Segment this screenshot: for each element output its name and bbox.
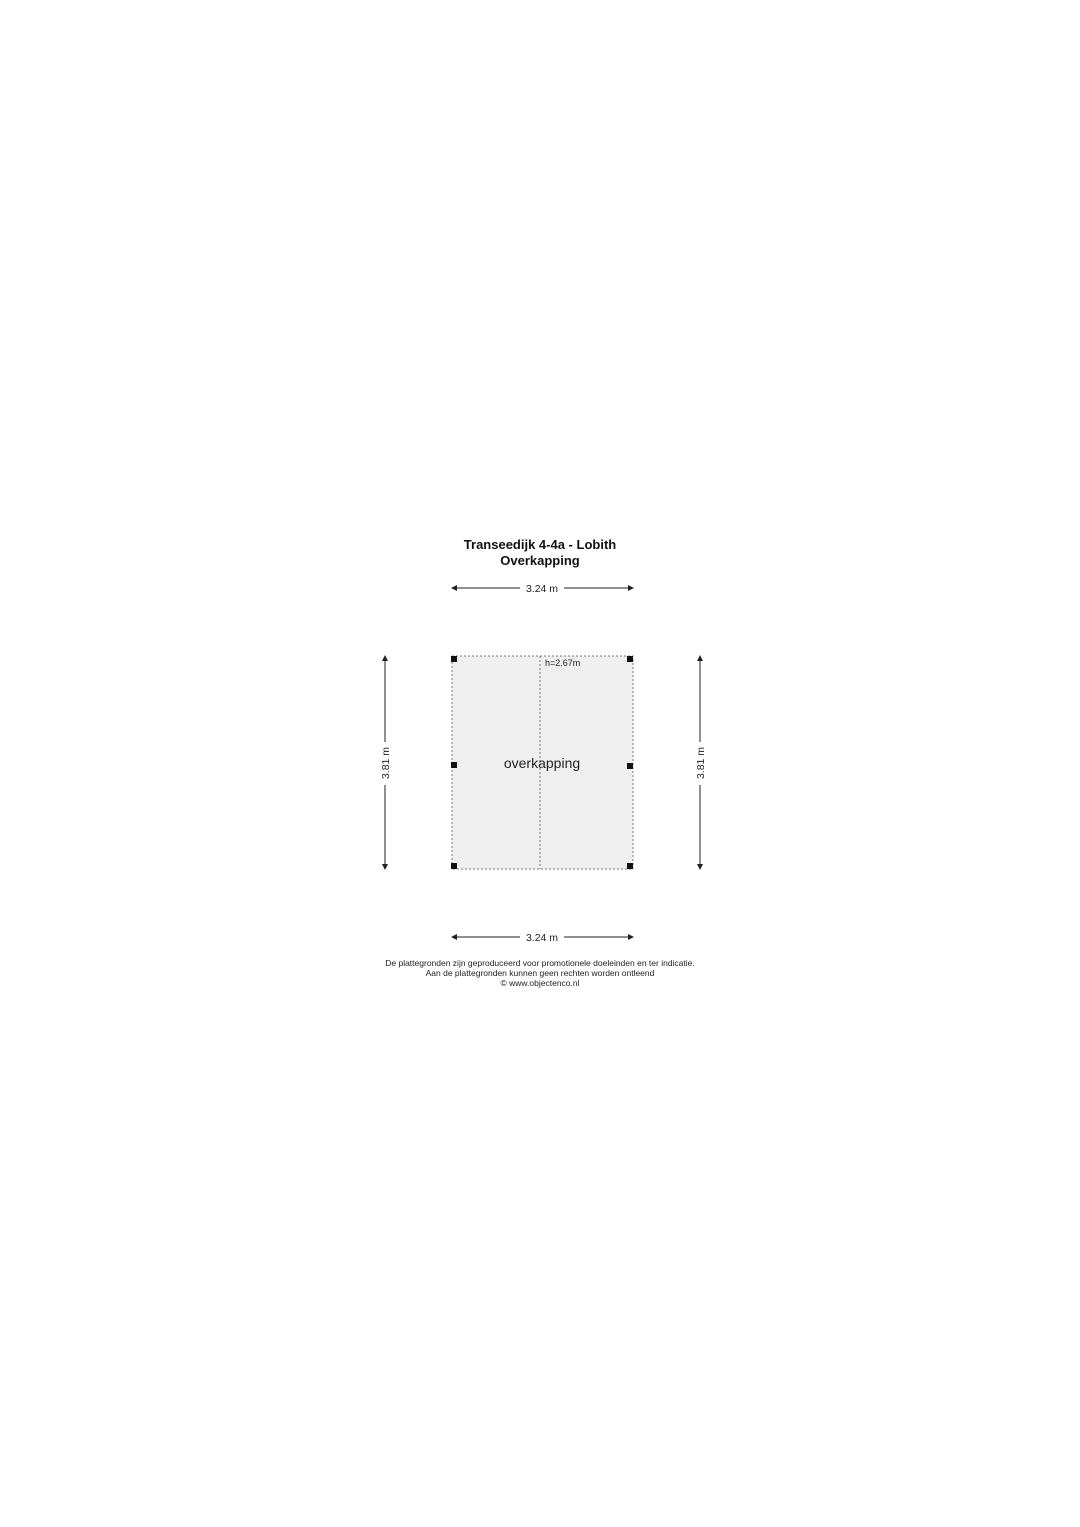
post xyxy=(627,863,633,869)
post xyxy=(451,762,457,768)
post xyxy=(627,763,633,769)
dimension-top: 3.24 m xyxy=(451,583,634,595)
dimension-bottom: 3.24 m xyxy=(451,932,634,944)
plan-title: Transeedijk 4-4a - Lobith xyxy=(463,537,617,552)
dimension-top-label: 3.24 m xyxy=(526,583,558,595)
post xyxy=(451,863,457,869)
post xyxy=(451,656,457,662)
dimension-right-label: 3.81 m xyxy=(695,747,707,779)
room-label: overkapping xyxy=(504,755,580,771)
floor-name: Overkapping xyxy=(500,553,580,568)
dimension-bottom-label: 3.24 m xyxy=(526,932,558,944)
disclaimer-line-1: De plattegronden zijn geproduceerd voor … xyxy=(385,958,695,968)
post xyxy=(627,656,633,662)
room-overkapping xyxy=(451,655,634,870)
posts xyxy=(451,656,633,869)
height-label: h=2.67m xyxy=(545,658,580,668)
dimension-left: 3.81 m xyxy=(380,655,392,870)
disclaimer-line-2: Aan de plattegronden kunnen geen rechten… xyxy=(425,968,655,978)
dimension-left-label: 3.81 m xyxy=(380,747,392,779)
dimension-right: 3.81 m xyxy=(695,655,707,870)
copyright: © www.objectenco.nl xyxy=(500,978,580,988)
